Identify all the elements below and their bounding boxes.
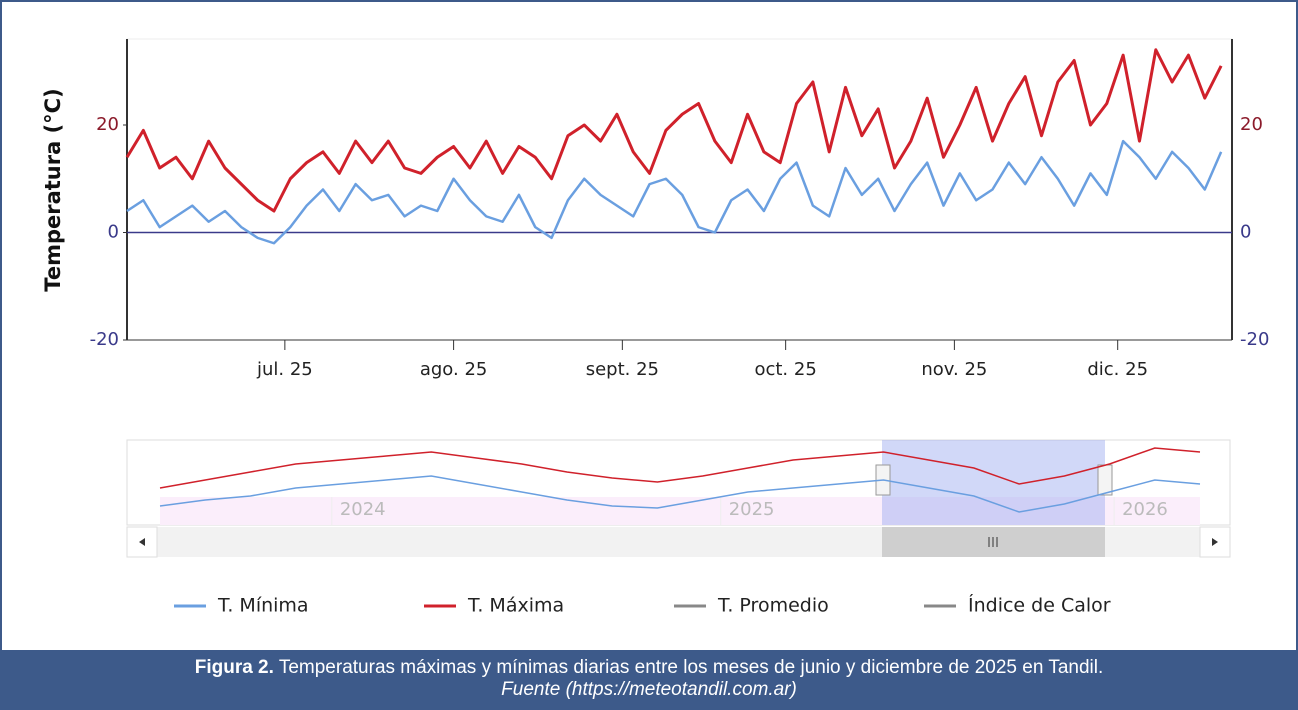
caption: Figura 2. Temperaturas máximas y mínimas… bbox=[0, 650, 1298, 710]
x-tick-label: sept. 25 bbox=[586, 359, 659, 380]
nav-year-label: 2024 bbox=[340, 499, 386, 520]
y-tick-label: 20 bbox=[96, 114, 119, 135]
caption-label: Figura 2. bbox=[194, 657, 274, 678]
y-tick-label: 0 bbox=[108, 222, 119, 243]
arrow-icon bbox=[139, 538, 145, 546]
x-tick-label: ago. 25 bbox=[420, 359, 488, 380]
legend-label: Índice de Calor bbox=[968, 594, 1111, 617]
y2-tick-label: 0 bbox=[1240, 222, 1251, 243]
caption-text: Temperaturas máximas y mínimas diarias e… bbox=[278, 657, 1104, 678]
grip-icon bbox=[988, 537, 998, 547]
nav-line bbox=[159, 447, 1201, 489]
x-tick-label: dic. 25 bbox=[1087, 359, 1148, 380]
x-tick-label: nov. 25 bbox=[921, 359, 987, 380]
y2-tick-label: 20 bbox=[1240, 114, 1263, 135]
arrow-icon bbox=[1212, 538, 1218, 546]
x-tick-label: jul. 25 bbox=[256, 359, 313, 380]
y2-tick-label: -20 bbox=[1240, 329, 1269, 350]
chart: Temperatura (°C) -20 -20 0 0 20 20 jul. 25 ago.… bbox=[41, 38, 1269, 617]
y-tick-label: -20 bbox=[90, 329, 119, 350]
caption-source: Fuente (https://meteotandil.com.ar) bbox=[501, 679, 797, 700]
nav-line bbox=[159, 475, 1201, 513]
nav-year-label: 2025 bbox=[729, 499, 775, 520]
legend-label: T. Mínima bbox=[217, 595, 309, 617]
series-line bbox=[126, 139, 1223, 245]
navigator-handle[interactable] bbox=[1097, 464, 1113, 496]
legend-label: T. Promedio bbox=[717, 595, 829, 617]
series-line bbox=[125, 48, 1223, 213]
x-tick-label: oct. 25 bbox=[754, 359, 816, 380]
y-axis-title: Temperatura (°C) bbox=[41, 88, 65, 291]
navigator-selection[interactable] bbox=[882, 440, 1105, 525]
nav-year-label: 2026 bbox=[1122, 499, 1168, 520]
plot-area bbox=[126, 38, 1233, 341]
legend-label: T. Máxima bbox=[467, 595, 564, 617]
